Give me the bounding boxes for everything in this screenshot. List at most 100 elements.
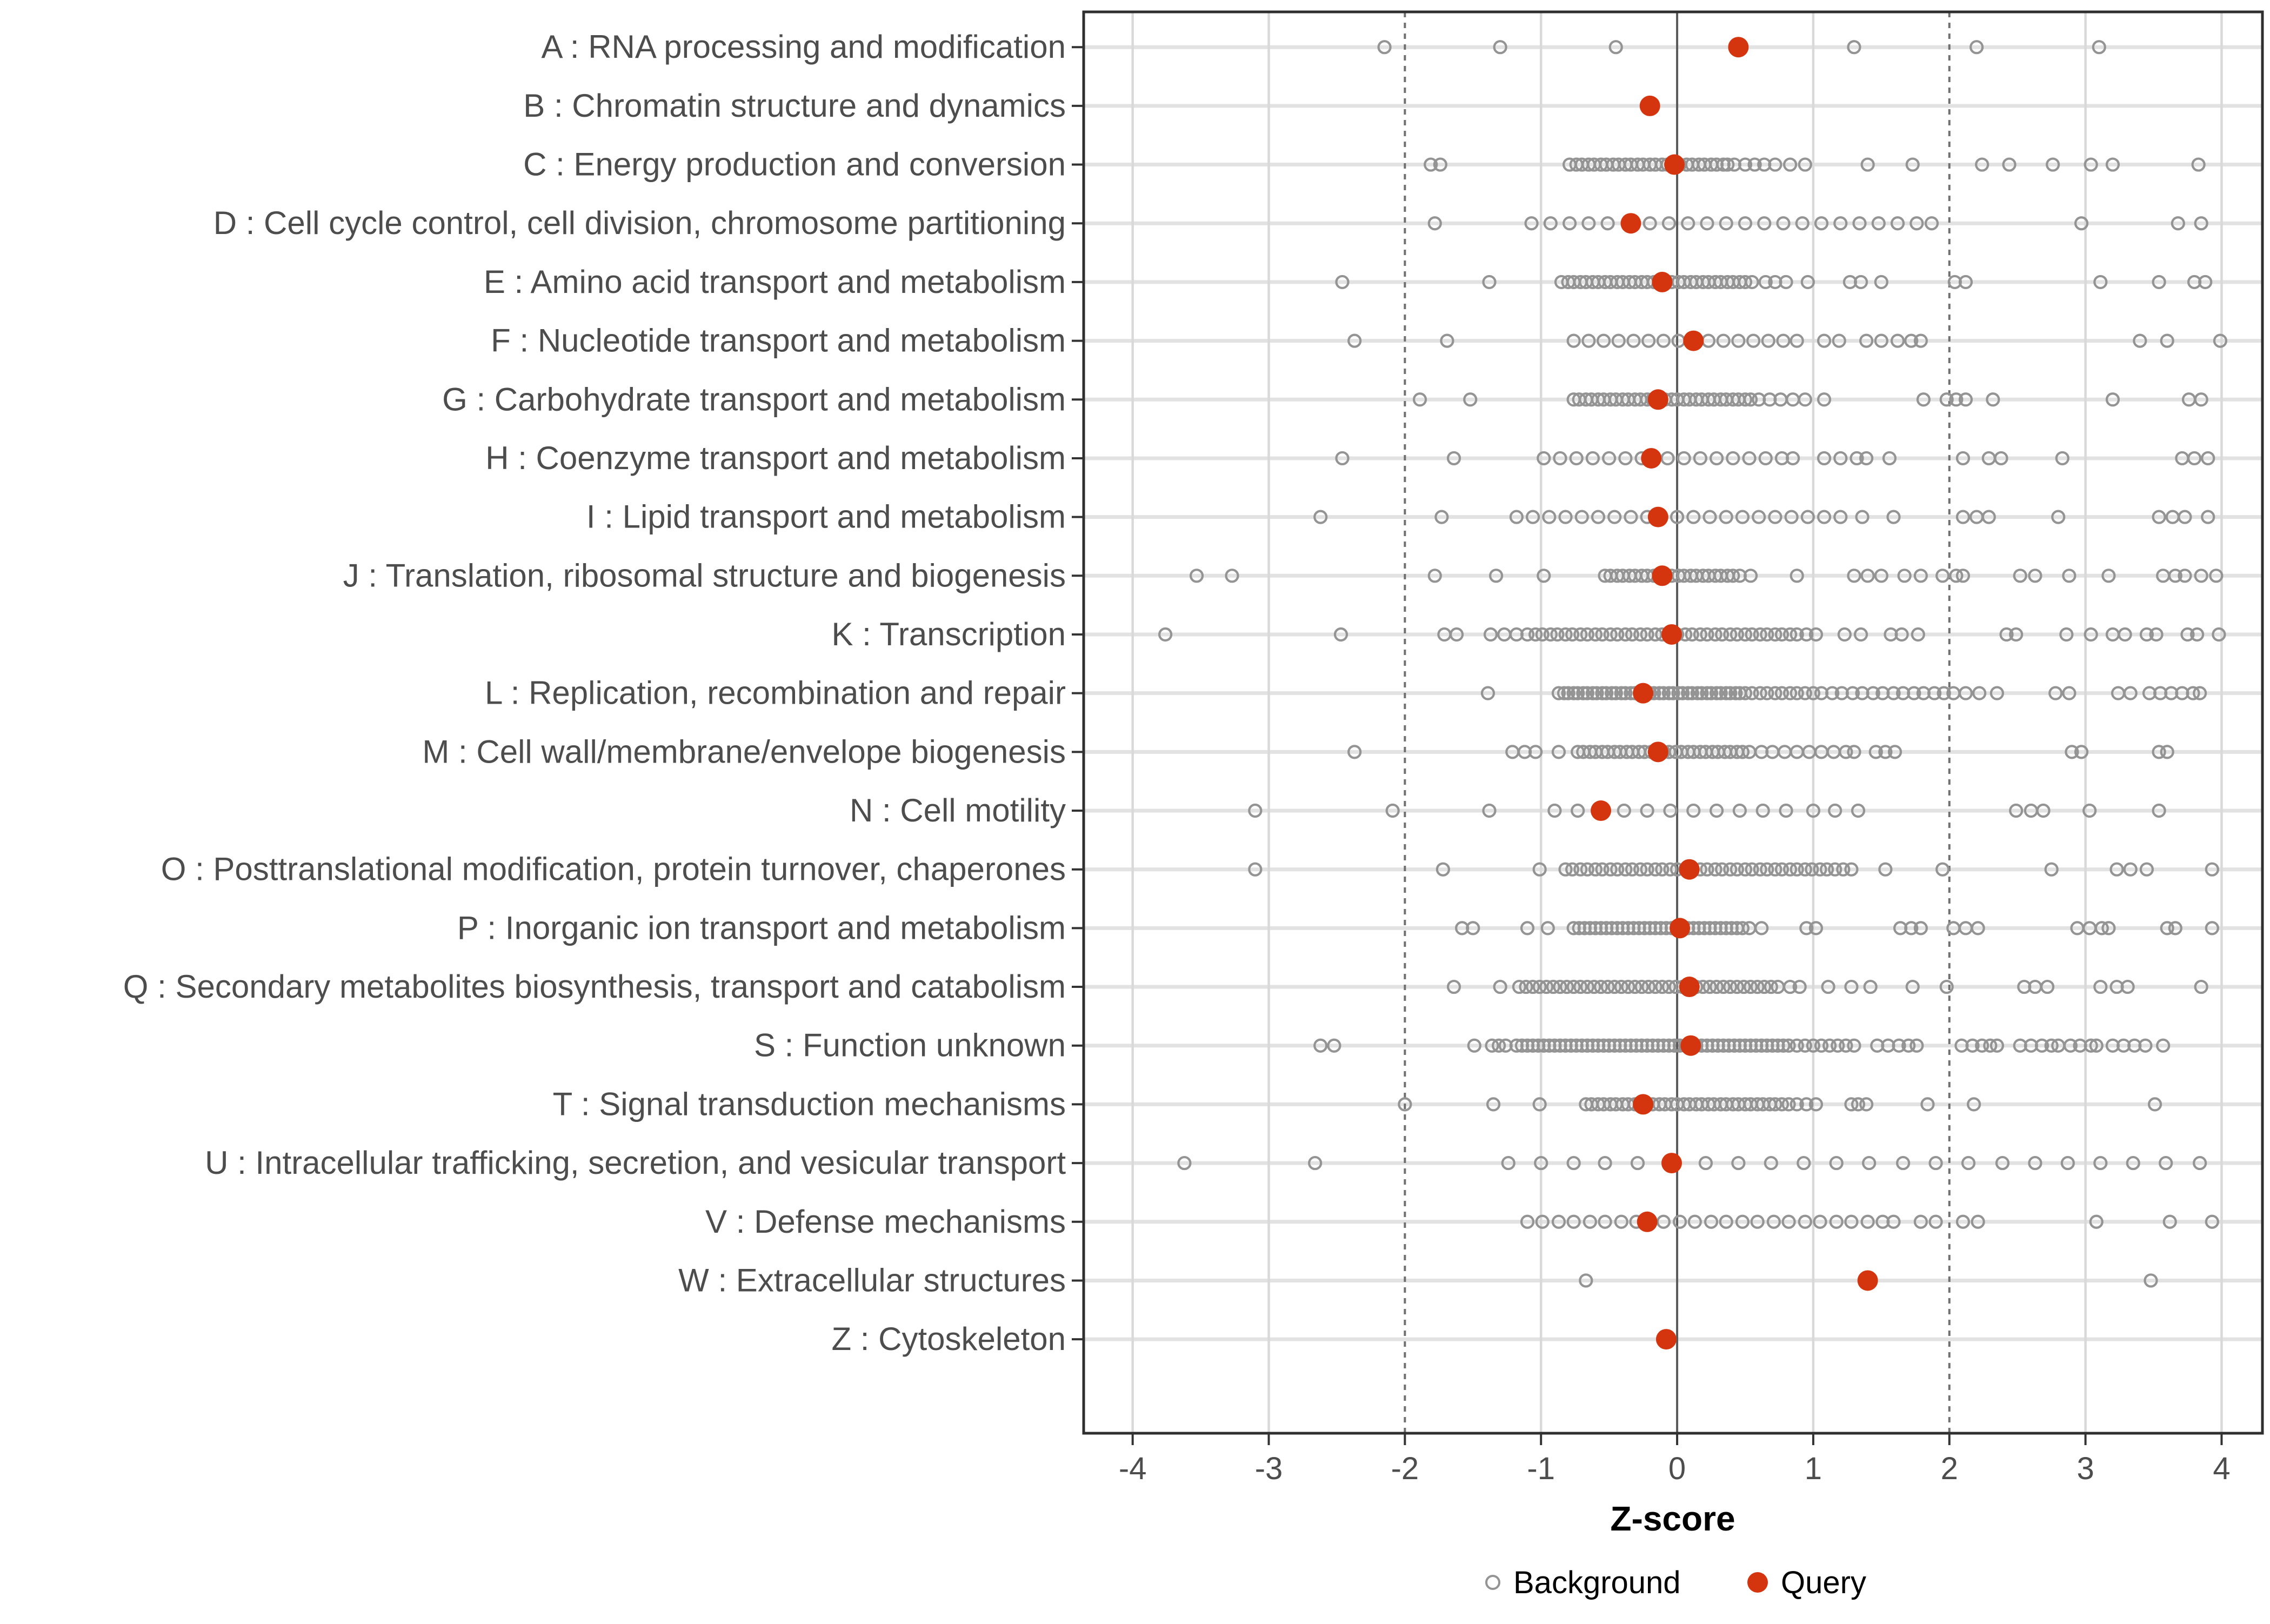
- background-point: [1313, 1038, 1328, 1053]
- background-point: [2186, 686, 2200, 700]
- background-point: [1860, 569, 1875, 583]
- background-point: [1652, 686, 1667, 700]
- background-point: [1540, 921, 1555, 935]
- background-point: [1225, 569, 1239, 583]
- background-point: [1625, 627, 1640, 642]
- background-point: [1735, 1214, 1750, 1229]
- background-point: [2074, 745, 2089, 759]
- background-point: [2201, 510, 2215, 524]
- background-point: [1607, 510, 1622, 524]
- background-point: [1890, 216, 1905, 231]
- background-point: [2194, 979, 2208, 994]
- background-point: [1790, 333, 1804, 348]
- background-point: [2190, 627, 2205, 642]
- background-point: [1904, 921, 1919, 935]
- background-point: [1605, 686, 1619, 700]
- background-point: [2105, 157, 2120, 172]
- background-point: [1828, 803, 1842, 818]
- legend-query-label: Query: [1781, 1565, 1866, 1600]
- background-point: [2101, 569, 2116, 583]
- background-point: [1913, 1214, 1928, 1229]
- background-point: [1573, 862, 1588, 877]
- background-point: [1874, 569, 1888, 583]
- background-point: [2084, 627, 2098, 642]
- background-point: [1675, 686, 1690, 700]
- background-point: [1424, 157, 1438, 172]
- background-point: [1335, 275, 1350, 290]
- background-point: [1754, 921, 1769, 935]
- background-point: [1746, 333, 1761, 348]
- background-point: [1890, 333, 1905, 348]
- background-point: [1916, 392, 1931, 407]
- background-point: [1776, 1038, 1791, 1053]
- background-point: [1543, 627, 1558, 642]
- background-point: [1587, 979, 1601, 994]
- background-point: [1965, 1038, 1980, 1053]
- background-point: [1726, 451, 1740, 466]
- background-point: [1700, 686, 1714, 700]
- background-point: [1776, 216, 1791, 231]
- legend-query-marker: [1747, 1572, 1768, 1593]
- background-point: [2062, 569, 2077, 583]
- background-point: [1776, 333, 1791, 348]
- background-point: [1603, 627, 1618, 642]
- background-point: [2139, 627, 2154, 642]
- background-point: [1627, 979, 1643, 994]
- background-point: [1798, 1038, 1812, 1053]
- background-point: [1731, 333, 1746, 348]
- background-point: [1580, 686, 1594, 700]
- background-point: [1663, 862, 1678, 877]
- background-point: [1817, 333, 1832, 348]
- background-point: [1961, 1155, 1976, 1171]
- background-point: [1782, 979, 1798, 994]
- background-point: [1786, 451, 1800, 466]
- background-point: [1728, 686, 1743, 700]
- background-point: [2152, 275, 2166, 290]
- background-point: [1715, 627, 1730, 642]
- background-point: [1625, 862, 1640, 877]
- background-point: [1700, 216, 1714, 231]
- background-point: [1966, 1097, 1981, 1112]
- background-point: [1716, 979, 1731, 994]
- x-axis-title: Z-score: [1610, 1499, 1735, 1538]
- background-point: [1829, 1155, 1844, 1171]
- background-point: [2009, 803, 2024, 818]
- background-point: [1661, 686, 1677, 700]
- background-point: [1939, 392, 1954, 407]
- background-point: [1819, 862, 1834, 877]
- background-point: [1892, 1038, 1906, 1053]
- background-point: [1989, 686, 2004, 700]
- query-point: [1670, 918, 1691, 939]
- background-point: [1598, 1155, 1612, 1171]
- background-point: [1600, 979, 1615, 994]
- background-point: [1640, 862, 1654, 877]
- background-point: [1610, 627, 1625, 642]
- background-point: [1547, 803, 1562, 818]
- background-point: [1566, 1155, 1581, 1171]
- background-point: [2036, 803, 2051, 818]
- background-point: [1553, 979, 1567, 994]
- background-point: [1574, 510, 1589, 524]
- y-axis-label: M : Cell wall/membrane/envelope biogenes…: [422, 733, 1066, 770]
- background-point: [1640, 627, 1654, 642]
- background-point: [1591, 510, 1606, 524]
- background-point: [1800, 510, 1815, 524]
- background-point: [1799, 921, 1814, 935]
- query-point: [1641, 447, 1662, 469]
- background-point: [1598, 1214, 1612, 1229]
- background-point: [1774, 627, 1790, 642]
- background-point: [1685, 627, 1699, 642]
- background-point: [2094, 921, 2109, 935]
- background-point: [1681, 686, 1695, 700]
- background-point: [2205, 862, 2219, 877]
- background-point: [1593, 979, 1608, 994]
- background-point: [1768, 686, 1782, 700]
- background-point: [1907, 686, 1921, 700]
- background-point: [2171, 216, 2185, 231]
- background-point: [1532, 1097, 1547, 1112]
- background-point: [1860, 1214, 1875, 1229]
- background-point: [1687, 1214, 1702, 1229]
- background-point: [1910, 1038, 1924, 1053]
- y-axis-label: K : Transcription: [831, 616, 1066, 652]
